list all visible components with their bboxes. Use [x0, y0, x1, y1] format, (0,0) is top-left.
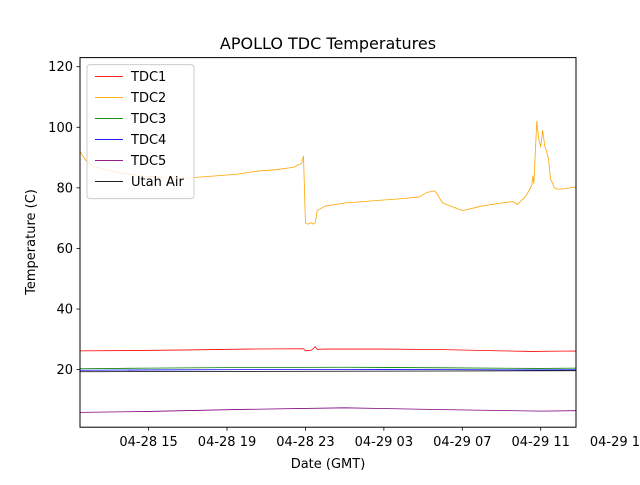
x-tick-label: 04-29 03: [355, 435, 413, 450]
series-line-tdc5: [80, 407, 576, 413]
series-line-utah-air: [80, 370, 576, 373]
x-tick-label: 04-28 19: [198, 435, 256, 450]
legend-box: [86, 64, 195, 200]
legend-label-tdc4: TDC4: [130, 133, 166, 148]
legend-label-tdc1: TDC1: [130, 70, 166, 85]
legend-label-tdc5: TDC5: [130, 154, 166, 169]
legend: TDC1 TDC2 TDC3 TDC4 TDC5 Utah Air: [86, 64, 195, 200]
chart-title: APOLLO TDC Temperatures: [220, 34, 436, 53]
series-line-tdc1: [80, 346, 576, 352]
x-tick-label: 04-29 07: [433, 435, 491, 450]
y-tick-label: 20: [56, 363, 73, 378]
series-line-tdc4: [80, 368, 576, 371]
x-tick-label: 04-28 23: [276, 435, 334, 450]
x-axis-ticks: 04-28 15 04-28 19 04-28 23 04-29 03 04-29 07…: [119, 427, 640, 450]
y-tick-label: 80: [56, 181, 73, 196]
y-tick-label: 120: [48, 60, 73, 75]
y-axis-ticks: 20 40 60 80 100 120: [48, 60, 80, 378]
series-line-tdc2: [80, 120, 576, 225]
x-tick-label: 04-29 11: [511, 435, 569, 450]
x-tick-label: 04-29 15: [590, 435, 640, 450]
series-line-tdc3: [80, 366, 576, 370]
x-tick-label: 04-28 15: [119, 435, 177, 450]
y-tick-label: 60: [56, 242, 73, 257]
y-axis-label: Temperature (C): [24, 189, 39, 296]
series-layer: [80, 120, 576, 413]
legend-label-tdc3: TDC3: [130, 112, 166, 127]
legend-label-tdc2: TDC2: [130, 91, 166, 106]
plot-frame: [79, 57, 577, 428]
legend-label-utah-air: Utah Air: [131, 175, 184, 190]
x-axis-label: Date (GMT): [291, 457, 366, 472]
y-tick-label: 40: [56, 303, 73, 318]
y-tick-label: 100: [48, 121, 73, 136]
